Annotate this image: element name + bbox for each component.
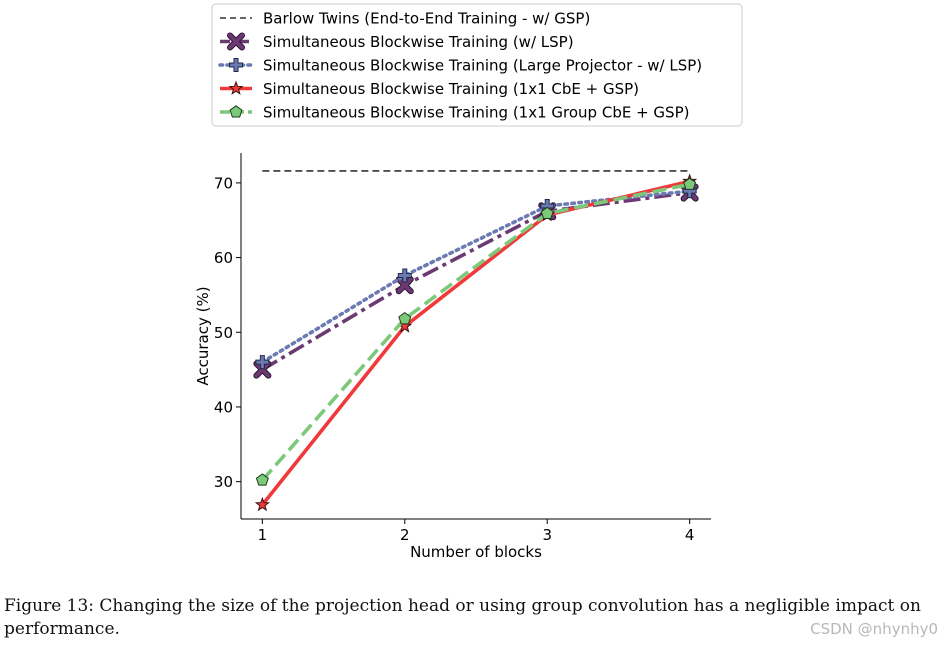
legend-entry-2: Simultaneous Blockwise Training (Large P…	[218, 57, 702, 75]
legend-label-1: Simultaneous Blockwise Training (w/ LSP)	[263, 33, 574, 51]
series-1-point-0-shape	[255, 355, 270, 370]
series-0-line	[261, 190, 690, 372]
series-3-point-0-shape	[255, 473, 269, 486]
series-3-point-0	[255, 473, 269, 486]
figure-caption: Figure 13: Changing the size of the proj…	[4, 596, 921, 639]
legend-swatch-marker-2-shape	[229, 58, 243, 72]
x-tick-label-1: 2	[400, 526, 410, 544]
legend-swatch-marker-3	[228, 80, 244, 95]
legend-label-2: Simultaneous Blockwise Training (Large P…	[263, 57, 702, 75]
legend-label-3: Simultaneous Blockwise Training (1x1 CbE…	[263, 80, 639, 98]
series-0-point-0	[253, 360, 272, 379]
y-tick-label-0: 30	[214, 473, 233, 491]
y-tick-label-3: 60	[214, 249, 233, 267]
legend-entry-3: Simultaneous Blockwise Training (1x1 CbE…	[220, 80, 639, 98]
legend: Barlow Twins (End-to-End Training - w/ G…	[211, 3, 743, 127]
legend-swatch-marker-1	[227, 32, 245, 51]
series-0-point-1-shape	[396, 277, 413, 294]
series-0-point-0-shape	[254, 361, 271, 378]
legend-swatch-marker-4	[229, 105, 243, 118]
figure: Barlow Twins (End-to-End Training - w/ G…	[194, 3, 743, 561]
y-tick-label-2: 50	[214, 324, 233, 342]
series-1-line	[260, 189, 692, 364]
legend-swatch-marker-3-shape	[228, 80, 244, 95]
series-3-point-3	[683, 177, 697, 190]
legend-frame	[211, 3, 743, 127]
legend-label-4: Simultaneous Blockwise Training (1x1 Gro…	[263, 104, 689, 122]
legend-label-0: Barlow Twins (End-to-End Training - w/ G…	[263, 10, 590, 28]
series-1-point-1	[397, 268, 412, 283]
series-2-line	[260, 179, 691, 506]
legend-entry-1: Simultaneous Blockwise Training (w/ LSP)	[220, 32, 574, 51]
series-3-point-1-shape	[398, 312, 412, 325]
legend-entry-4: Simultaneous Blockwise Training (1x1 Gro…	[220, 104, 689, 122]
series-1-point-0	[255, 355, 270, 370]
series-2-point-0-shape	[254, 496, 270, 512]
plot-area: 30 40 50 60 70 1 2 3 4 Number of blocks Accuracy (…	[194, 153, 711, 561]
series-3-point-2-shape	[540, 206, 554, 220]
series-layer	[253, 173, 699, 512]
series-3-point-3-shape	[683, 177, 697, 190]
series-3-point-2	[540, 206, 554, 220]
axes: 30 40 50 60 70 1 2 3 4 Number of blocks Accuracy (…	[194, 153, 711, 561]
series-1-point-1-shape	[397, 268, 412, 283]
x-tick-label-3: 4	[685, 526, 695, 544]
legend-swatch-marker-1-shape	[228, 33, 244, 50]
legend-swatch-marker-4-shape	[229, 105, 243, 118]
series-0-point-1	[395, 276, 414, 295]
y-tick-label-1: 40	[214, 398, 233, 416]
x-tick-label-2: 3	[542, 526, 552, 544]
y-tick-label-4: 70	[214, 174, 233, 192]
series-3-point-1	[398, 312, 412, 325]
legend-entry-0: Barlow Twins (End-to-End Training - w/ G…	[220, 10, 590, 28]
x-tick-label-0: 1	[258, 526, 268, 544]
series-2-point-0	[254, 496, 270, 512]
y-axis-label: Accuracy (%)	[194, 286, 212, 385]
watermark: CSDN @nhynhy0	[810, 620, 938, 638]
series-3-line	[261, 182, 690, 482]
x-axis-label: Number of blocks	[410, 543, 542, 561]
legend-swatch-marker-2	[229, 58, 243, 72]
